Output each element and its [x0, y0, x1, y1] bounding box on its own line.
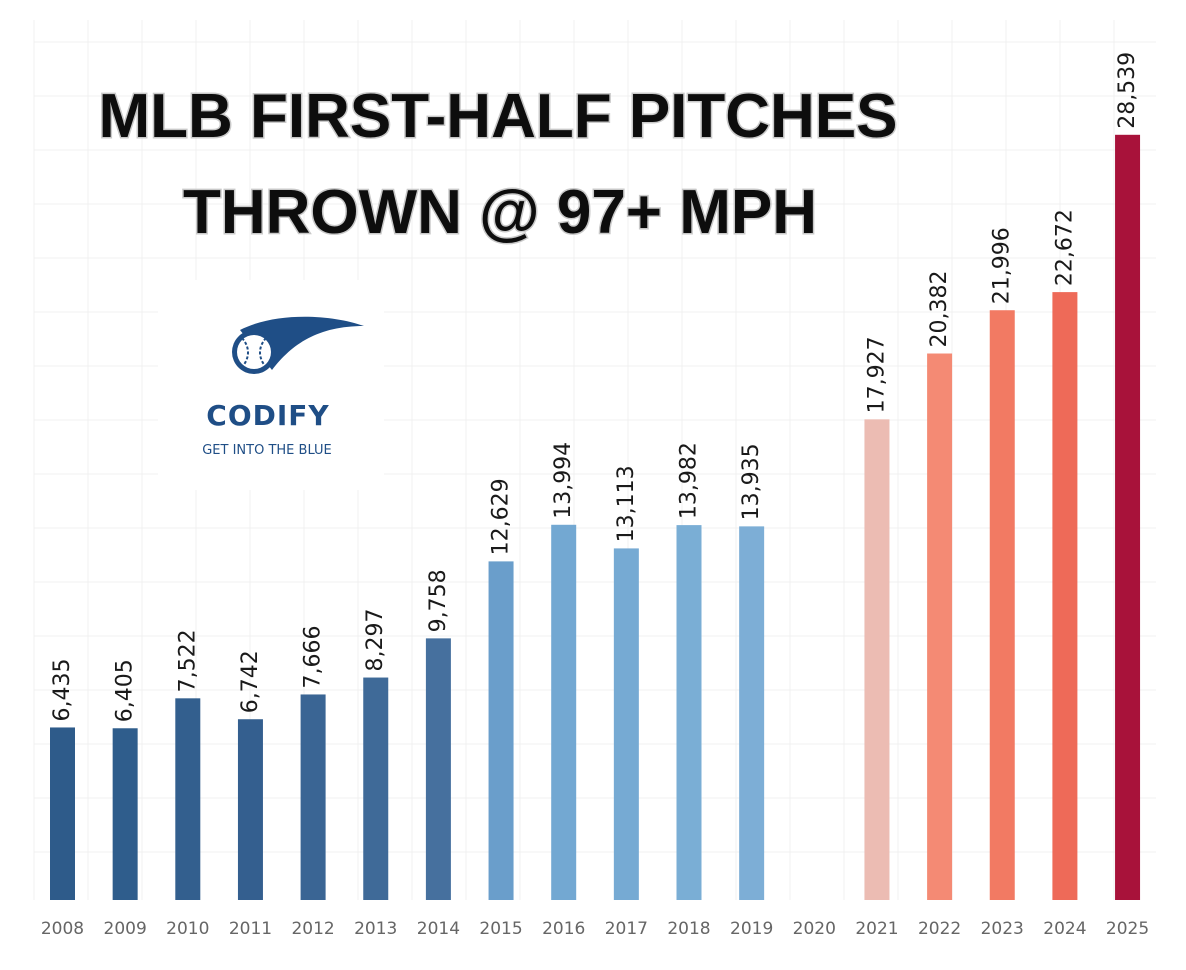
bar-2008	[50, 727, 75, 900]
data-label-2019: 13,935	[739, 443, 764, 520]
data-label-2009: 6,405	[113, 659, 138, 722]
data-label-2017: 13,113	[614, 465, 639, 542]
data-label-2021: 17,927	[864, 336, 889, 413]
data-label-2014: 9,758	[426, 569, 451, 632]
bar-2017	[614, 548, 639, 900]
x-tick-label: 2022	[918, 919, 961, 939]
bar-2024	[1052, 292, 1077, 900]
x-tick-label: 2019	[730, 919, 773, 939]
brand-background	[158, 280, 384, 490]
x-tick-label: 2018	[667, 919, 710, 939]
x-tick-label: 2016	[542, 919, 585, 939]
bar-2014	[426, 638, 451, 900]
brand-name: CODIFY	[206, 399, 329, 432]
x-tick-label: 2023	[981, 919, 1024, 939]
data-label-2010: 7,522	[175, 629, 200, 692]
x-tick-label: 2017	[605, 919, 648, 939]
data-label-2025: 28,539	[1115, 52, 1140, 129]
x-tick-label: 2009	[104, 919, 147, 939]
data-label-2022: 20,382	[927, 271, 952, 348]
chart: MLB FIRST-HALF PITCHES THROWN @ 97+ MPH …	[0, 0, 1186, 970]
x-tick-label: 2013	[354, 919, 397, 939]
x-tick-label: 2014	[417, 919, 460, 939]
data-label-2016: 13,994	[551, 442, 576, 519]
data-label-2008: 6,435	[50, 658, 75, 721]
bar-2012	[301, 694, 326, 900]
bar-2023	[990, 310, 1015, 900]
data-label-2015: 12,629	[489, 478, 514, 555]
data-label-2018: 13,982	[677, 442, 702, 519]
data-label-2013: 8,297	[363, 609, 388, 672]
title-line-1: MLB FIRST-HALF PITCHES	[98, 82, 897, 151]
data-label-2012: 7,666	[301, 625, 326, 688]
bar-2021	[864, 419, 889, 900]
x-tick-label: 2024	[1043, 919, 1086, 939]
x-tick-label: 2021	[855, 919, 898, 939]
data-label-2011: 6,742	[238, 650, 263, 713]
bar-2013	[363, 678, 388, 900]
x-tick-label: 2010	[166, 919, 209, 939]
bar-2009	[113, 728, 138, 900]
bar-2019	[739, 526, 764, 900]
bar-2018	[677, 525, 702, 900]
data-label-2024: 22,672	[1052, 209, 1077, 286]
x-tick-label: 2015	[479, 919, 522, 939]
bar-2016	[551, 525, 576, 900]
brand-tagline: GET INTO THE BLUE	[202, 443, 332, 458]
x-tick-label: 2012	[291, 919, 334, 939]
brand-logo: CODIFY GET INTO THE BLUE	[158, 280, 384, 490]
data-label-2023: 21,996	[990, 227, 1015, 304]
title-line-2: THROWN @ 97+ MPH	[183, 178, 817, 247]
bar-2015	[489, 561, 514, 900]
x-tick-label: 2020	[793, 919, 836, 939]
bar-2022	[927, 354, 952, 900]
x-tick-label: 2008	[41, 919, 84, 939]
x-tick-label: 2025	[1106, 919, 1149, 939]
bar-2025	[1115, 135, 1140, 900]
bar-2010	[175, 698, 200, 900]
x-tick-label: 2011	[229, 919, 272, 939]
bar-2011	[238, 719, 263, 900]
